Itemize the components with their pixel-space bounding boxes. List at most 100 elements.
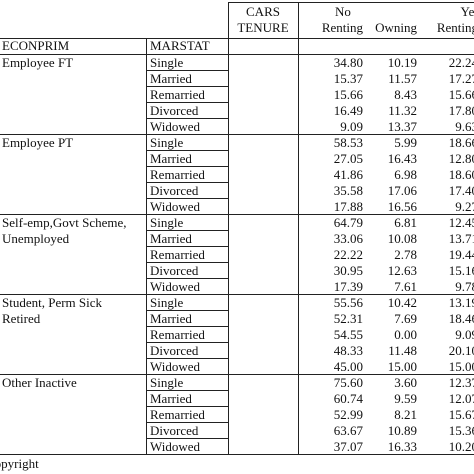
- marital-status: Single: [150, 55, 184, 70]
- cell-value: 17.40: [448, 183, 474, 198]
- rule: [146, 230, 228, 231]
- cell-value: 11.57: [388, 71, 417, 86]
- cell-value: 63.67: [333, 423, 363, 438]
- cell-value: 34.80: [333, 55, 363, 70]
- cell-value: 18.66: [448, 135, 474, 150]
- marital-status: Divorced: [150, 343, 199, 358]
- cell-value: 15.36: [448, 423, 474, 438]
- cell-value: 75.60: [333, 375, 363, 390]
- cell-value: 9.78: [455, 279, 474, 294]
- cell-value: 45.00: [333, 359, 363, 374]
- group-name: Student, Perm Sick: [2, 295, 103, 310]
- cell-value: 27.05: [333, 151, 363, 166]
- cell-value: 13.37: [387, 119, 417, 134]
- rule: [0, 374, 474, 375]
- cell-value: 20.10: [448, 343, 474, 358]
- group-name: Retired: [2, 311, 41, 326]
- cell-value: 17.39: [333, 279, 363, 294]
- cell-value: 9.63: [455, 119, 474, 134]
- cell-value: 6.81: [394, 215, 417, 230]
- header-cars: CARS: [246, 4, 280, 19]
- cell-value: 60.74: [333, 391, 363, 406]
- cell-value: 10.42: [387, 295, 417, 310]
- rule: [146, 358, 228, 359]
- group-name: Employee PT: [2, 135, 74, 150]
- group-name: Self-emp,Govt Scheme,: [2, 215, 127, 230]
- cell-value: 3.60: [394, 375, 417, 390]
- marital-status: Widowed: [150, 279, 201, 294]
- cell-value: 30.95: [333, 263, 363, 278]
- rule: [146, 166, 228, 167]
- header-col: Renting: [321, 20, 363, 35]
- cell-value: 19.44: [448, 247, 474, 262]
- rule: [146, 70, 228, 71]
- cell-value: 10.20: [448, 439, 474, 454]
- rule: [146, 246, 228, 247]
- header-tenure: TENURE: [237, 20, 289, 35]
- rule: [146, 326, 228, 327]
- cell-value: 22.22: [333, 247, 363, 262]
- cell-value: 37.07: [333, 439, 363, 454]
- cell-value: 9.09: [455, 327, 474, 342]
- marital-status: Married: [150, 71, 192, 86]
- group-name: Unemployed: [2, 231, 70, 246]
- rule: [146, 182, 228, 183]
- cell-value: 7.61: [394, 279, 417, 294]
- rule: [0, 294, 474, 295]
- cell-value: 9.27: [455, 199, 474, 214]
- cell-value: 17.06: [387, 183, 417, 198]
- marital-status: Remarried: [150, 247, 205, 262]
- cell-value: 33.06: [333, 231, 363, 246]
- cell-value: 15.00: [387, 359, 417, 374]
- cell-value: 15.16: [448, 263, 474, 278]
- cell-value: 6.98: [394, 167, 417, 182]
- rule: [146, 278, 228, 279]
- marital-status: Widowed: [150, 439, 201, 454]
- group-name: Employee FT: [2, 55, 74, 70]
- marital-status: Married: [150, 391, 192, 406]
- marital-status: Single: [150, 295, 184, 310]
- cell-value: 16.43: [387, 151, 417, 166]
- cell-value: 55.56: [333, 295, 363, 310]
- marital-status: Widowed: [150, 199, 201, 214]
- cell-value: 15.66: [448, 87, 474, 102]
- rule: [0, 214, 474, 215]
- rule: [146, 342, 228, 343]
- cell-value: 15.00: [448, 359, 474, 374]
- cell-value: 9.59: [394, 391, 417, 406]
- marital-status: Widowed: [150, 359, 201, 374]
- cell-value: 5.99: [394, 135, 417, 150]
- cell-value: 10.08: [387, 231, 417, 246]
- rule: [146, 310, 228, 311]
- footer: Copyright: [0, 456, 39, 471]
- rule: [298, 2, 299, 455]
- cell-value: 13.19: [448, 295, 474, 310]
- cell-value: 18.46: [448, 311, 474, 326]
- cell-value: 10.19: [387, 55, 417, 70]
- rule: [146, 262, 228, 263]
- cell-value: 12.37: [448, 375, 474, 390]
- cell-value: 22.24: [448, 55, 474, 70]
- cell-value: 35.58: [333, 183, 363, 198]
- cell-value: 12.63: [387, 263, 417, 278]
- group-name: Other Inactive: [2, 375, 77, 390]
- marital-status: Divorced: [150, 183, 199, 198]
- rule: [0, 134, 474, 135]
- cell-value: 18.60: [448, 167, 474, 182]
- marital-status: Single: [150, 375, 184, 390]
- cell-value: 15.66: [333, 87, 363, 102]
- header-no: No: [335, 4, 351, 19]
- marital-status: Remarried: [150, 87, 205, 102]
- cell-value: 7.69: [394, 311, 417, 326]
- cell-value: 58.53: [333, 135, 363, 150]
- marital-status: Remarried: [150, 327, 205, 342]
- marital-status: Widowed: [150, 119, 201, 134]
- header-econprim: ECONPRIM: [2, 38, 70, 53]
- marital-status: Single: [150, 215, 184, 230]
- rule: [146, 390, 228, 391]
- rule: [146, 422, 228, 423]
- rule: [0, 54, 474, 55]
- cell-value: 11.32: [388, 103, 417, 118]
- cell-value: 12.80: [448, 151, 474, 166]
- cell-value: 16.33: [387, 439, 417, 454]
